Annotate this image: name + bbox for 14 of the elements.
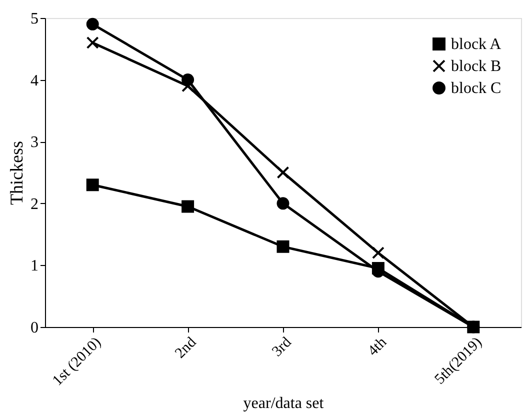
y-tick-label: 4 <box>30 72 38 90</box>
x-tick-label: 4th <box>365 334 390 360</box>
x-tick-label: 2nd <box>172 334 200 362</box>
legend-label: block C <box>451 80 502 97</box>
y-axis-title: Thickess <box>6 141 26 205</box>
y-tick-label: 5 <box>30 10 38 28</box>
x-axis-title: year/data set <box>243 395 324 412</box>
x-tick-label: 3rd <box>269 334 296 360</box>
y-tick-label: 1 <box>30 258 38 275</box>
legend-label: block A <box>451 36 502 53</box>
y-tick-label: 0 <box>30 320 38 336</box>
legend-label: block B <box>451 58 502 75</box>
y-tick-label: 3 <box>30 134 38 152</box>
y-tick-label: 2 <box>30 196 38 213</box>
